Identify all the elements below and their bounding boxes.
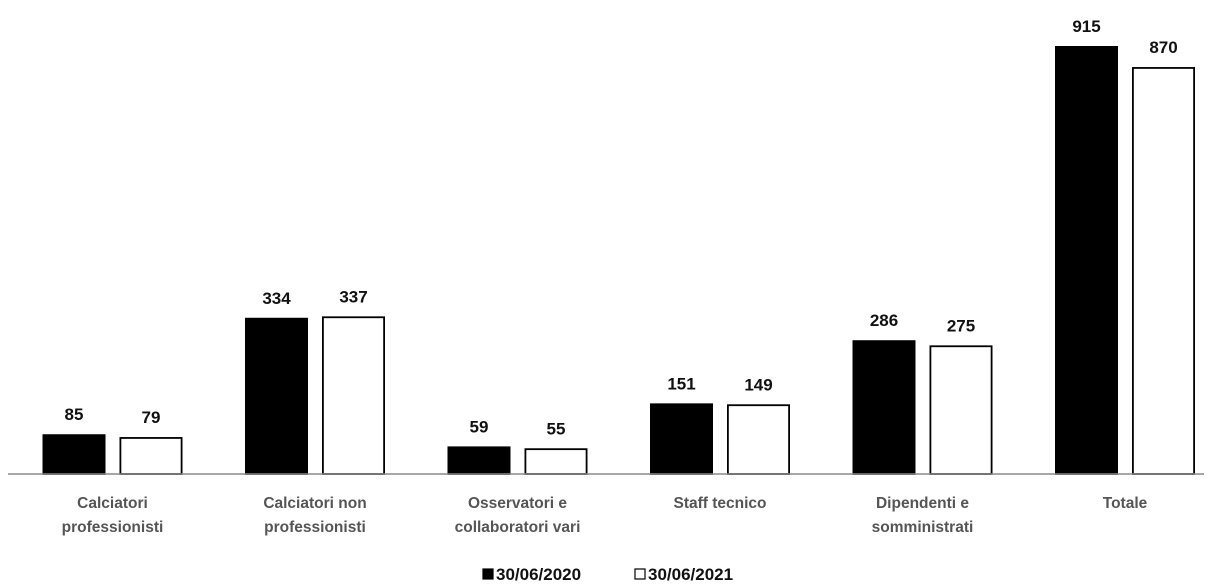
value-label-2021-cat-3: 149 [744,375,772,394]
value-label-2021-cat-0: 79 [142,408,161,427]
category-label-5: Totale [1103,495,1148,512]
value-label-2021-cat-2: 55 [547,419,566,438]
bar-2021-cat-2 [524,448,588,475]
legend-swatch-2020 [482,568,494,580]
category-label-line: Calciatori [77,495,148,512]
legend-swatch-2021 [634,568,646,580]
legend-label-2021: 30/06/2021 [648,565,733,584]
bar-2020-cat-2 [447,446,511,475]
category-label-2: Osservatori e collaboratori vari [455,495,581,536]
category-label-3: Staff tecnico [673,495,766,512]
bar-2021-cat-5 [1132,67,1196,475]
category-label-line: Staff tecnico [673,495,766,512]
value-label-2020-cat-0: 85 [65,405,84,424]
value-label-2021-cat-5: 870 [1149,38,1177,57]
bar-2020-cat-4 [852,340,916,475]
value-label-2021-cat-4: 275 [947,316,975,335]
bar-2020-cat-5 [1055,46,1119,475]
bar-2020-cat-1 [244,317,308,475]
legend-label-2020: 30/06/2020 [496,565,581,584]
category-label-line: Totale [1103,495,1148,512]
category-label-line: professionisti [264,519,366,536]
bar-2020-cat-0 [42,434,106,475]
legend-item-2020: 30/06/2020 [482,565,581,584]
bar-2021-cat-3 [727,404,791,475]
category-label-line: Dipendenti e [876,495,969,512]
bar-2020-cat-3 [650,403,714,475]
legend-item-2021: 30/06/2021 [634,565,733,584]
value-labels-group: 85 79 334 337 59 55 151 149 286 275 915 870 [65,17,1178,438]
category-label-line: professionisti [62,519,164,536]
bars-group [42,46,1196,475]
category-label-line: somministrati [872,519,974,536]
value-label-2020-cat-1: 334 [262,289,291,308]
category-label-1: Calciatori non professionisti [263,495,366,536]
value-label-2020-cat-2: 59 [470,417,489,436]
category-label-4: Dipendenti e somministrati [872,495,974,536]
value-label-2020-cat-5: 915 [1072,17,1100,36]
value-label-2021-cat-1: 337 [339,287,367,306]
category-label-0: Calciatori professionisti [62,495,164,536]
legend: 30/06/2020 30/06/2021 [482,565,733,584]
category-labels-group: Calciatori professionisti Calciatori non pr… [62,495,1148,536]
category-label-line: collaboratori vari [455,519,581,536]
bar-2021-cat-4 [929,345,993,475]
category-label-line: Calciatori non [263,495,366,512]
value-label-2020-cat-3: 151 [667,374,695,393]
bar-2021-cat-1 [321,316,385,475]
bar-2021-cat-0 [119,437,183,475]
category-label-line: Osservatori e [468,495,567,512]
value-label-2020-cat-4: 286 [870,311,898,330]
